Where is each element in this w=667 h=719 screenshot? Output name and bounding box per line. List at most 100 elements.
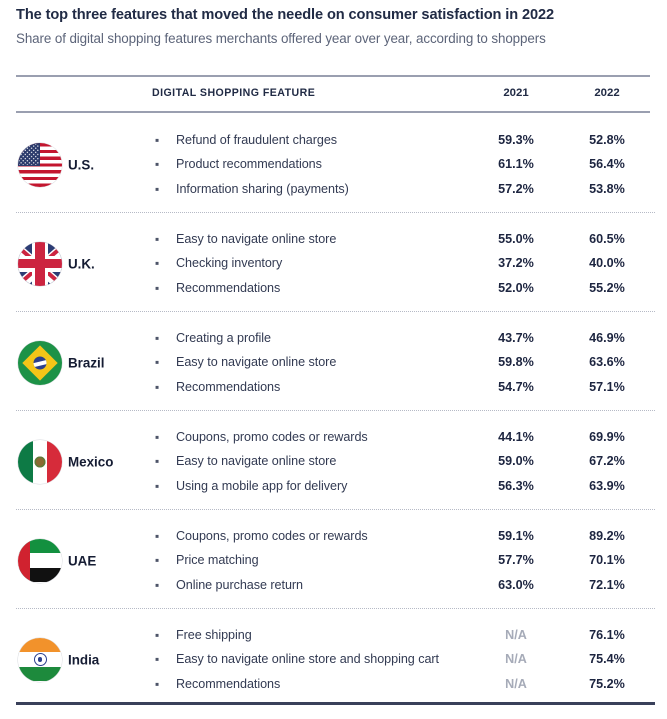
table-row: ▪ Refund of fraudulent charges 59.3% 52.…	[0, 128, 667, 153]
bullet-icon: ▪	[155, 379, 160, 394]
country-label-uk: U.K.	[68, 256, 95, 271]
country-group-india: India ▪ Free shipping N/A 76.1% ▪ Easy t…	[0, 612, 667, 707]
value-2022: 46.9%	[589, 330, 625, 345]
value-2022: 63.9%	[589, 478, 625, 493]
bullet-icon: ▪	[155, 528, 160, 543]
bullet-icon: ▪	[155, 676, 160, 691]
rows-brazil: ▪ Creating a profile 43.7% 46.9% ▪ Easy …	[0, 315, 667, 410]
column-header-2022: 2022	[594, 87, 620, 99]
value-2021: 37.2%	[498, 256, 534, 271]
value-2022: 89.2%	[589, 528, 625, 543]
table-row: ▪ Free shipping N/A 76.1%	[0, 623, 667, 648]
feature-label: Coupons, promo codes or rewards	[176, 429, 368, 444]
flag-brazil-icon	[18, 340, 62, 385]
table-row: ▪ Coupons, promo codes or rewards 59.1% …	[0, 524, 667, 549]
rows-us: ▪ Refund of fraudulent charges 59.3% 52.…	[0, 117, 667, 212]
bullet-icon: ▪	[155, 157, 160, 172]
feature-label: Easy to navigate online store	[176, 231, 337, 246]
feature-label: Easy to navigate online store and shoppi…	[176, 652, 439, 667]
value-2022: 75.2%	[589, 676, 625, 691]
value-2022: 53.8%	[589, 181, 625, 196]
bullet-icon: ▪	[155, 454, 160, 469]
country-label-uae: UAE	[68, 553, 97, 568]
table-row: ▪ Product recommendations 61.1% 56.4%	[0, 152, 667, 177]
feature-label: Coupons, promo codes or rewards	[176, 528, 368, 543]
table-row: ▪ Easy to navigate online store 55.0% 60…	[0, 227, 667, 252]
divider-header-bottom	[16, 111, 650, 113]
value-2022: 70.1%	[589, 553, 625, 568]
table-row: ▪ Online purchase return 63.0% 72.1%	[0, 573, 667, 598]
feature-label: Information sharing (payments)	[176, 181, 349, 196]
rows-uae: ▪ Coupons, promo codes or rewards 59.1% …	[0, 513, 667, 608]
rows-uk: ▪ Easy to navigate online store 55.0% 60…	[0, 216, 667, 311]
value-2022: 55.2%	[589, 280, 625, 295]
value-2021: N/A	[505, 676, 527, 691]
feature-label: Checking inventory	[176, 256, 283, 271]
bullet-icon: ▪	[155, 577, 160, 592]
value-2022: 69.9%	[589, 429, 625, 444]
table-row: ▪ Checking inventory 37.2% 40.0%	[0, 251, 667, 276]
header: The top three features that moved the ne…	[16, 6, 656, 48]
bullet-icon: ▪	[155, 181, 160, 196]
value-2021: 54.7%	[498, 379, 534, 394]
value-2022: 60.5%	[589, 231, 625, 246]
divider-dotted-4	[16, 509, 655, 511]
table-row: ▪ Creating a profile 43.7% 46.9%	[0, 326, 667, 351]
feature-label: Recommendations	[176, 280, 281, 295]
rows-india: ▪ Free shipping N/A 76.1% ▪ Easy to navi…	[0, 612, 667, 707]
bullet-icon: ▪	[155, 132, 160, 147]
table-row: ▪ Easy to navigate online store 59.8% 63…	[0, 350, 667, 375]
divider-dotted-5	[16, 608, 655, 610]
column-header-2021: 2021	[503, 87, 529, 99]
country-group-brazil: Brazil ▪ Creating a profile 43.7% 46.9% …	[0, 315, 667, 410]
value-2022: 40.0%	[589, 256, 625, 271]
value-2021: 61.1%	[498, 157, 534, 172]
feature-label: Online purchase return	[176, 577, 304, 592]
column-header-feature: DIGITAL SHOPPING FEATURE	[152, 87, 316, 99]
country-group-uae: UAE ▪ Coupons, promo codes or rewards 59…	[0, 513, 667, 608]
table-row: ▪ Coupons, promo codes or rewards 44.1% …	[0, 425, 667, 450]
feature-label: Easy to navigate online store	[176, 454, 337, 469]
value-2022: 75.4%	[589, 652, 625, 667]
value-2021: N/A	[505, 652, 527, 667]
table-column-header: DIGITAL SHOPPING FEATURE 2021 2022	[0, 87, 667, 107]
value-2022: 63.6%	[589, 355, 625, 370]
value-2022: 67.2%	[589, 454, 625, 469]
value-2021: 57.2%	[498, 181, 534, 196]
value-2022: 76.1%	[589, 627, 625, 642]
country-label-us: U.S.	[68, 157, 95, 172]
table-row: ▪ Recommendations N/A 75.2%	[0, 672, 667, 697]
bullet-icon: ▪	[155, 553, 160, 568]
bullet-icon: ▪	[155, 355, 160, 370]
value-2021: 63.0%	[498, 577, 534, 592]
table-row: ▪ Information sharing (payments) 57.2% 5…	[0, 177, 667, 202]
divider-dotted-3	[16, 410, 655, 412]
value-2021: 43.7%	[498, 330, 534, 345]
country-label-brazil: Brazil	[68, 355, 105, 370]
bullet-icon: ▪	[155, 256, 160, 271]
flag-us-icon	[18, 142, 62, 187]
feature-label: Easy to navigate online store	[176, 355, 337, 370]
value-2022: 56.4%	[589, 157, 625, 172]
value-2021: 55.0%	[498, 231, 534, 246]
country-label-india: India	[68, 652, 100, 667]
divider-top	[16, 75, 650, 77]
feature-label: Using a mobile app for delivery	[176, 478, 348, 493]
bullet-icon: ▪	[155, 652, 160, 667]
flag-uk-icon	[18, 241, 62, 286]
feature-label: Free shipping	[176, 627, 252, 642]
value-2022: 57.1%	[589, 379, 625, 394]
page-subtitle: Share of digital shopping features merch…	[16, 31, 546, 46]
bullet-icon: ▪	[155, 478, 160, 493]
country-group-uk: U.K. ▪ Easy to navigate online store 55.…	[0, 216, 667, 311]
feature-label: Recommendations	[176, 379, 281, 394]
value-2021: 59.8%	[498, 355, 534, 370]
value-2021: 52.0%	[498, 280, 534, 295]
table-row: ▪ Easy to navigate online store and shop…	[0, 647, 667, 672]
value-2022: 72.1%	[589, 577, 625, 592]
country-group-us: U.S. ▪ Refund of fraudulent charges 59.3…	[0, 117, 667, 212]
bullet-icon: ▪	[155, 280, 160, 295]
table-row: ▪ Recommendations 52.0% 55.2%	[0, 276, 667, 301]
bullet-icon: ▪	[155, 627, 160, 642]
